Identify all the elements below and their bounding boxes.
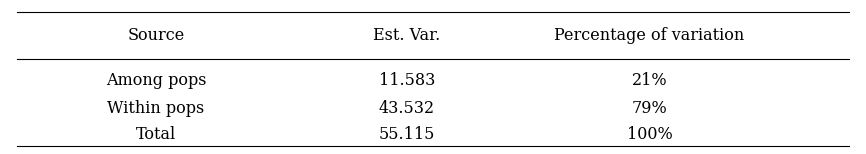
Text: Percentage of variation: Percentage of variation <box>554 27 745 44</box>
Text: Est. Var.: Est. Var. <box>373 27 441 44</box>
Text: Within pops: Within pops <box>107 100 204 117</box>
Text: Total: Total <box>136 126 176 143</box>
Text: 43.532: 43.532 <box>379 100 435 117</box>
Text: Source: Source <box>127 27 184 44</box>
Text: 79%: 79% <box>631 100 668 117</box>
Text: 100%: 100% <box>627 126 672 143</box>
Text: Among pops: Among pops <box>106 72 206 89</box>
Text: 11.583: 11.583 <box>378 72 436 89</box>
Text: 55.115: 55.115 <box>378 126 436 143</box>
Text: 21%: 21% <box>631 72 668 89</box>
